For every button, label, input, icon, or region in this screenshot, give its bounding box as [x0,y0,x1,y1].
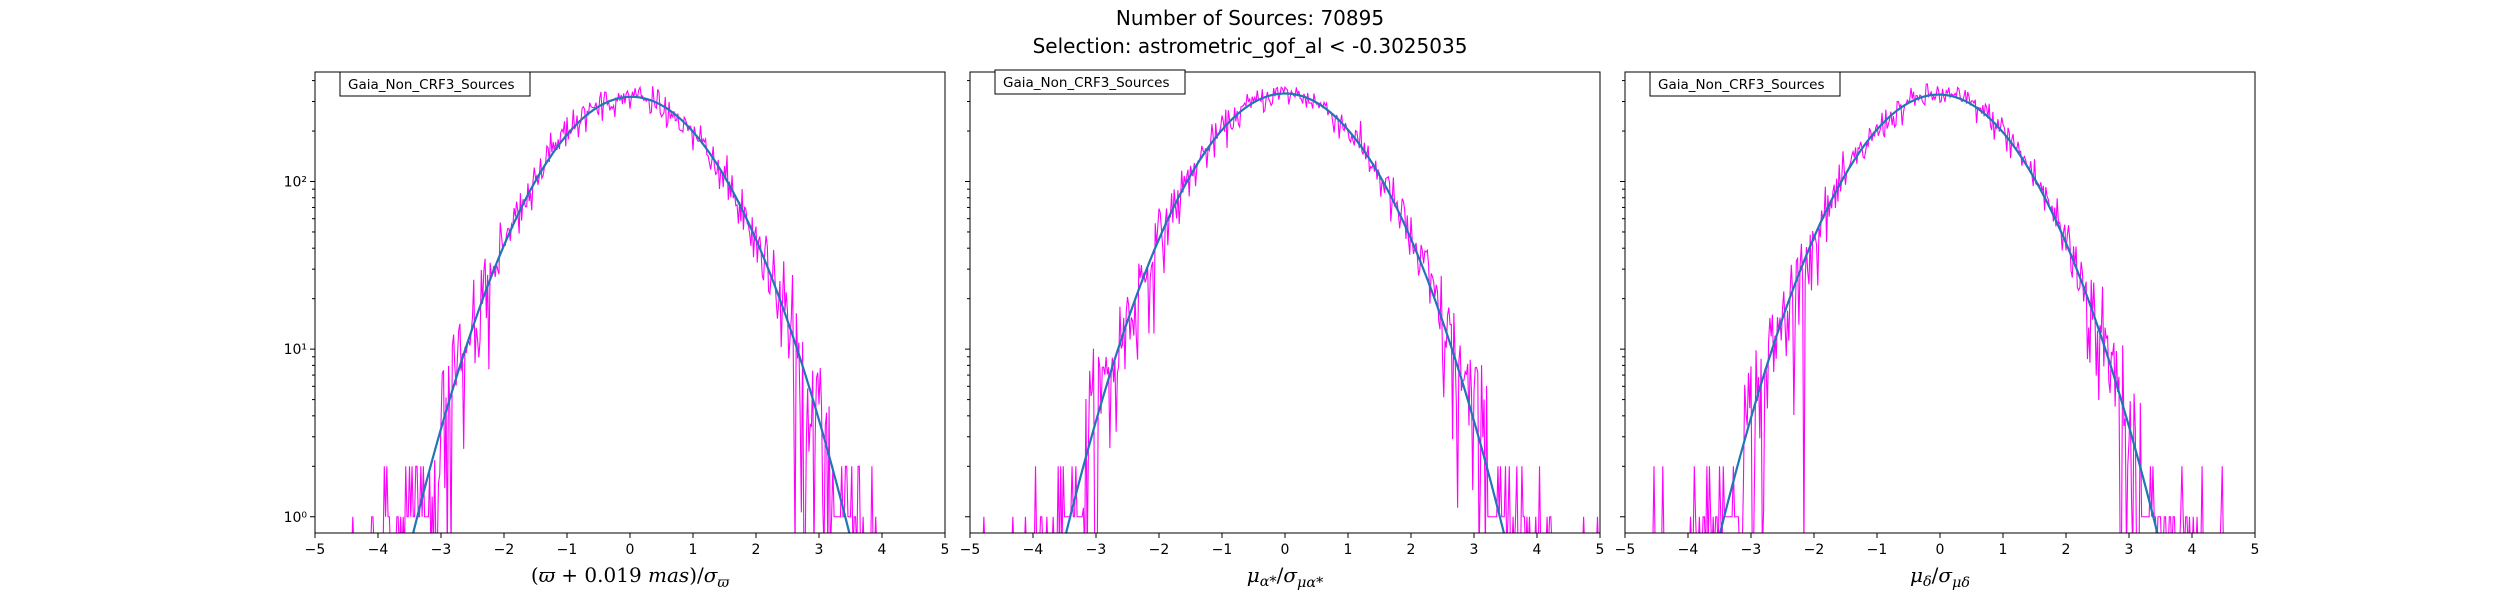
gaussian-fit-line [1718,93,2159,533]
axes-frame [969,71,1601,534]
legend-box [339,71,531,97]
x-tick-label: −2 [1149,542,1170,558]
figure-title-line2: Selection: astrometric_gof_al < -0.30250… [1032,34,1468,58]
x-tick-label: 4 [878,542,887,558]
legend-box [1649,71,1841,97]
x-tick-label: −2 [494,542,515,558]
x-tick-label: −4 [1678,542,1699,558]
x-tick-label: 4 [2188,542,2197,558]
x-tick-label: −1 [1867,542,1888,558]
subplot-parallax: −5 −4 −3 −2 −1 0 1 2 3 4 5 10⁰ 10¹ 10² Gaia_Non_CRF3_S… [284,71,950,591]
x-tick-label: 2 [752,542,761,558]
x-tick-label: 0 [1936,542,1945,558]
x-tick-label: −5 [960,542,981,558]
histogram-series [351,85,877,533]
x-tick-label: −3 [1741,542,1762,558]
x-tick-label: 0 [626,542,635,558]
x-tick-label: 4 [1533,542,1542,558]
x-tick-label: 5 [1596,542,1605,558]
subplot-pmdec: −5 −4 −3 −2 −1 0 1 2 3 4 5 Gaia_Non_CRF3_Sources μδ/… [1615,71,2260,591]
x-tick-label: −1 [1212,542,1233,558]
plot-area [351,85,877,533]
axes-frame [314,71,946,534]
x-tick-label: −4 [368,542,389,558]
x-axis-label: μα*/σμα* [1247,563,1324,591]
y-tick-label: 10⁰ [284,510,308,526]
axes-frame [1624,71,2256,534]
x-tick-label: 3 [815,542,824,558]
x-tick-label: −3 [1086,542,1107,558]
legend-box [994,69,1186,95]
x-tick-label: 1 [1999,542,2008,558]
gaussian-fit-line [412,95,851,533]
figure-title-line1: Number of Sources: 70895 [1115,6,1385,30]
legend-label: Gaia_Non_CRF3_Sources [348,77,514,93]
histogram-series [982,85,1599,533]
subplot-pmra: −5 −4 −3 −2 −1 0 1 2 3 4 5 Gaia_Non_CRF3_Sources μα*… [960,69,1605,591]
gaussian-fit-line [1064,92,1506,533]
x-tick-label: 5 [2251,542,2260,558]
histogram-steps [1652,83,2224,533]
y-tick-label: 10¹ [284,342,307,358]
legend-label: Gaia_Non_CRF3_Sources [1658,77,1824,93]
x-tick-label: 3 [2125,542,2134,558]
y-tick-label: 10² [284,174,307,190]
x-tick-label: −2 [1804,542,1825,558]
x-tick-label: 1 [1344,542,1353,558]
x-tick-label: −5 [305,542,326,558]
plot-area [982,85,1599,533]
x-tick-label: −4 [1023,542,1044,558]
x-tick-label: 5 [941,542,950,558]
legend-label: Gaia_Non_CRF3_Sources [1003,75,1169,91]
x-tick-label: 2 [2062,542,2071,558]
x-tick-label: −1 [557,542,578,558]
x-tick-label: −5 [1615,542,1636,558]
x-axis-label: μδ/σμδ [1910,563,1970,591]
histogram-steps [982,85,1599,533]
x-tick-label: 0 [1281,542,1290,558]
x-axis-label: (ϖ + 0.019 mas)/σϖ [531,563,731,591]
plot-area [1652,83,2224,533]
x-tick-label: −3 [431,542,452,558]
x-tick-label: 1 [689,542,698,558]
x-tick-label: 2 [1407,542,1416,558]
histogram-steps [351,85,877,533]
histogram-series [1652,83,2224,533]
x-tick-label: 3 [1470,542,1479,558]
